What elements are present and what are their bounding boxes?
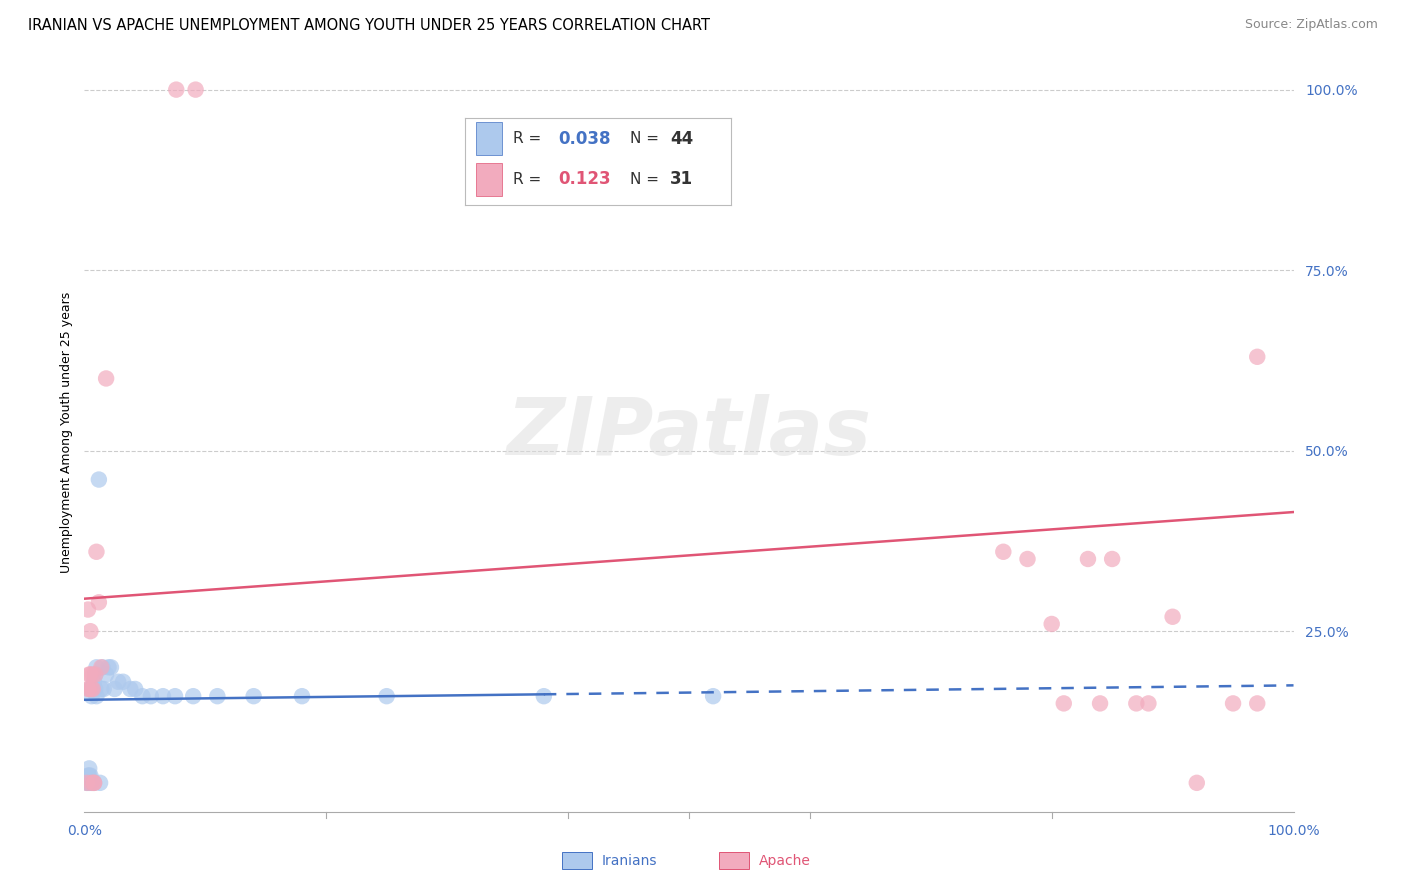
Point	[79, 776, 101, 790]
Point	[1040, 617, 1063, 632]
Point	[93, 681, 115, 696]
Point	[80, 681, 103, 696]
Point	[993, 545, 1015, 559]
Point	[1053, 697, 1076, 711]
Point	[1222, 697, 1244, 711]
Point	[97, 660, 120, 674]
Point	[83, 776, 105, 790]
Point	[242, 689, 264, 703]
Point	[124, 681, 146, 696]
Point	[375, 689, 398, 703]
Text: Apache: Apache	[759, 854, 811, 868]
Point	[77, 776, 100, 790]
Point	[86, 689, 108, 703]
Point	[120, 681, 142, 696]
Point	[1161, 609, 1184, 624]
Text: IRANIAN VS APACHE UNEMPLOYMENT AMONG YOUTH UNDER 25 YEARS CORRELATION CHART: IRANIAN VS APACHE UNEMPLOYMENT AMONG YOU…	[28, 18, 710, 33]
Point	[84, 667, 107, 681]
Bar	[720, 852, 749, 869]
Point	[77, 761, 100, 775]
Point	[80, 776, 103, 790]
Point	[76, 776, 98, 790]
Point	[82, 681, 104, 696]
Point	[1101, 552, 1123, 566]
Point	[82, 681, 104, 696]
Point	[77, 667, 100, 681]
Point	[83, 776, 105, 790]
Point	[90, 660, 112, 674]
Point	[1077, 552, 1099, 566]
Point	[1246, 350, 1268, 364]
Point	[84, 667, 107, 681]
Point	[165, 82, 187, 96]
Point	[80, 776, 103, 790]
Point	[79, 667, 101, 681]
Point	[207, 689, 229, 703]
Point	[107, 674, 129, 689]
Point	[152, 689, 174, 703]
Point	[291, 689, 314, 703]
Point	[100, 660, 122, 674]
Point	[1137, 697, 1160, 711]
Bar	[562, 852, 592, 869]
Point	[87, 473, 110, 487]
Point	[87, 595, 110, 609]
Point	[94, 667, 117, 681]
Point	[165, 689, 187, 703]
Point	[702, 689, 724, 703]
Point	[79, 769, 101, 783]
Point	[83, 776, 105, 790]
Point	[84, 681, 107, 696]
Point	[1017, 552, 1039, 566]
Point	[1185, 776, 1208, 790]
Point	[139, 689, 162, 703]
Y-axis label: Unemployment Among Youth under 25 years: Unemployment Among Youth under 25 years	[60, 292, 73, 574]
Point	[77, 602, 100, 616]
Point	[1125, 697, 1147, 711]
Text: Source: ZipAtlas.com: Source: ZipAtlas.com	[1244, 18, 1378, 31]
Point	[104, 681, 127, 696]
Point	[184, 82, 207, 96]
Point	[90, 681, 112, 696]
Point	[77, 769, 100, 783]
Point	[77, 681, 100, 696]
Point	[181, 689, 204, 703]
Point	[76, 776, 98, 790]
Point	[77, 681, 100, 696]
Point	[91, 660, 114, 674]
Point	[80, 689, 103, 703]
Point	[82, 776, 104, 790]
Point	[89, 776, 111, 790]
Point	[86, 545, 108, 559]
Point	[94, 371, 117, 385]
Point	[77, 769, 100, 783]
Text: Iranians: Iranians	[602, 854, 658, 868]
Point	[1246, 697, 1268, 711]
Point	[131, 689, 153, 703]
Point	[80, 681, 103, 696]
Point	[83, 674, 105, 689]
Point	[533, 689, 555, 703]
Point	[112, 674, 135, 689]
Point	[86, 660, 108, 674]
Text: ZIPatlas: ZIPatlas	[506, 393, 872, 472]
Point	[79, 681, 101, 696]
Point	[79, 624, 101, 639]
Point	[82, 667, 104, 681]
Point	[77, 776, 100, 790]
Point	[1088, 697, 1111, 711]
